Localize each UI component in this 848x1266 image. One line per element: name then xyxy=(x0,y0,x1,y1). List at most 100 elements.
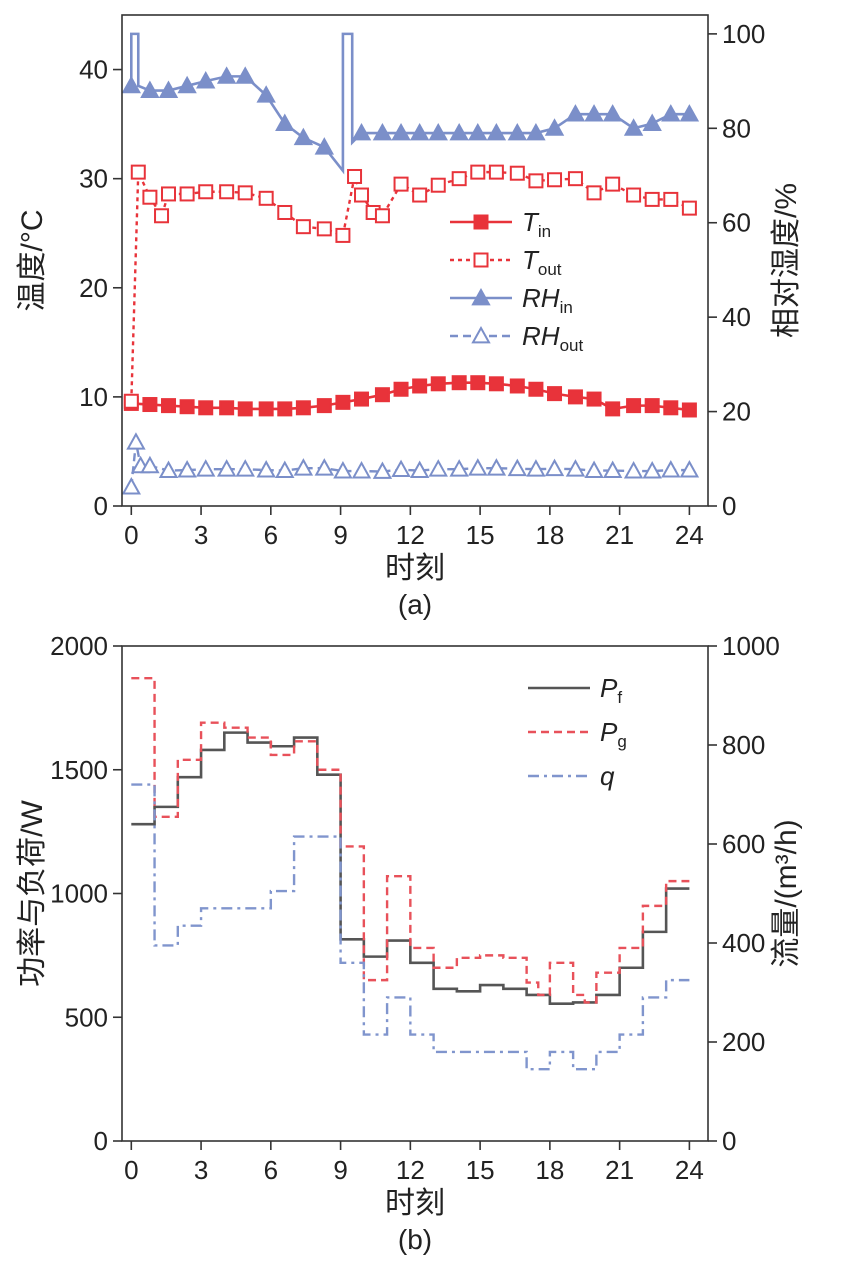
chart-1-series-1-line xyxy=(131,676,690,1004)
chart-1-legend-1-label: Pg xyxy=(600,717,627,751)
chart-0-series-1-point xyxy=(123,393,139,409)
chart-0-series-0-point xyxy=(451,375,467,391)
chart-0-legend-0-marker xyxy=(473,214,489,230)
chart-1-xtick-label: 0 xyxy=(124,1155,138,1185)
chart-0-series-1-point xyxy=(509,165,525,181)
chart-0-series-3-point xyxy=(661,460,681,478)
chart-0-series-3-point xyxy=(544,458,565,477)
chart-0-legend-0-label: Tin xyxy=(522,207,551,241)
chart-1-series-2-line xyxy=(131,783,690,1071)
chart-0-series-3-point xyxy=(391,459,411,478)
chart-0-series-1-point xyxy=(393,176,409,192)
chart-0-series-0-point xyxy=(681,402,697,418)
chart-0-xtick-label: 3 xyxy=(194,520,208,550)
chart-0-series-2-point xyxy=(140,80,160,98)
chart-0-series-1-point xyxy=(354,187,370,203)
chart-0-series-1-point xyxy=(586,185,602,201)
chart-0-series-1-point xyxy=(412,187,428,203)
chart-1-ytick-label: 1500 xyxy=(50,755,108,785)
chart-1-xtick-label: 6 xyxy=(264,1155,278,1185)
chart-0-series-2-point xyxy=(216,66,237,84)
chart-0-legend-3-label: RHout xyxy=(522,321,583,355)
chart-0-series-0-point xyxy=(354,391,370,407)
chart-0-series-0-point xyxy=(258,401,274,417)
chart-0-series-1-point xyxy=(430,177,446,193)
chart-0-series-2-point xyxy=(679,104,700,122)
chart-0-series-1-point xyxy=(681,200,697,216)
chart-0-series-2-point xyxy=(409,122,430,141)
chart-1-y2tick-label: 400 xyxy=(722,928,765,958)
chart-0-series-1-point xyxy=(130,164,146,180)
chart-0-legend-1-marker xyxy=(473,252,489,268)
chart-0-series-2-point xyxy=(314,137,335,155)
chart-0-series-3-point xyxy=(140,455,160,474)
chart-0-series-3-point xyxy=(314,458,335,476)
chart-0-series-2-point xyxy=(526,122,546,141)
chart-0-series-3-point xyxy=(507,458,528,477)
chart-0-series-3-point xyxy=(449,459,469,477)
chart-0-series-2-point xyxy=(642,113,662,131)
chart-0-series-3-point xyxy=(351,461,372,479)
chart-0-y2tick-label: 0 xyxy=(722,491,736,521)
chart-0-series-2-point xyxy=(486,122,507,141)
chart-1-y2label: 流量/(m³/h) xyxy=(770,819,803,967)
chart-0-ylabel: 温度/°C xyxy=(16,210,49,312)
chart-1-y2tick-label: 200 xyxy=(722,1027,765,1057)
chart-0-series-0-point xyxy=(626,398,642,414)
chart-0-series-1-point xyxy=(219,184,235,200)
chart-0-xtick-label: 12 xyxy=(396,520,425,550)
chart-1-ytick-label: 500 xyxy=(65,1002,108,1032)
chart-0-y2tick-label: 40 xyxy=(722,302,751,332)
chart-0-series-0-point xyxy=(198,400,214,416)
chart-0-series-3-point xyxy=(196,459,216,477)
chart-0-series-1-point xyxy=(142,189,158,205)
chart-0-series-3-point xyxy=(293,458,314,476)
chart-0-series-2-point xyxy=(584,104,604,122)
chart-0-series-1-point xyxy=(528,173,544,189)
chart-0-series-1-point xyxy=(470,164,486,180)
chart-0-ytick-label: 40 xyxy=(79,55,108,85)
chart-0-series-2-point xyxy=(602,104,623,122)
chart-b-power-flow: 0 3 6 9 12 15 18 21 24 0 500 1000 1500 2000 0 200 400 600… xyxy=(16,631,803,1255)
chart-0-series-2-point xyxy=(293,127,314,146)
chart-0-series-2-point xyxy=(661,104,681,122)
chart-0-series-2-point xyxy=(351,122,372,141)
chart-0-y2tick-label: 60 xyxy=(722,208,751,238)
chart-1-ytick-label: 2000 xyxy=(50,631,108,661)
chart-0-series-3-point xyxy=(409,460,430,478)
chart-0-series-3-point xyxy=(177,460,197,478)
chart-0-series-3-point xyxy=(372,461,393,479)
chart-0-ytick-label: 20 xyxy=(79,273,108,303)
chart-0-series-1-point xyxy=(277,204,293,220)
chart-0-series-1-point xyxy=(605,176,621,192)
chart-0-series-3-point xyxy=(126,432,146,450)
chart-0-series-0-point xyxy=(219,400,235,416)
chart-0-series-0-point xyxy=(567,389,583,405)
chart-1-xtick-label: 3 xyxy=(194,1155,208,1185)
chart-0-series-0-point xyxy=(430,376,446,392)
chart-0-series-1-point xyxy=(567,171,583,187)
chart-0-series-0-point xyxy=(488,376,504,392)
chart-0-caption: (a) xyxy=(398,589,432,620)
chart-0-xtick-label: 21 xyxy=(605,520,634,550)
chart-0-ytick-label: 30 xyxy=(79,164,108,194)
chart-0-series-0-point xyxy=(316,398,332,414)
chart-1-y2tick-label: 0 xyxy=(722,1126,736,1156)
chart-0-series-1-point xyxy=(198,184,214,200)
chart-0-series-3-point xyxy=(158,460,179,478)
chart-0-series-0-point xyxy=(528,381,544,397)
chart-0-series-2-point xyxy=(177,75,197,94)
chart-0-ytick-label: 10 xyxy=(79,382,108,412)
chart-0-xlabel: 时刻 xyxy=(385,552,445,585)
chart-0-series-3-point xyxy=(468,458,488,476)
chart-0-xtick-label: 0 xyxy=(124,520,138,550)
chart-0-series-1-point xyxy=(644,191,660,207)
chart-0-xtick-label: 6 xyxy=(264,520,278,550)
chart-0-y2tick-label: 20 xyxy=(722,397,751,427)
chart-0-series-3-point xyxy=(275,460,295,478)
chart-1-y2tick-label: 1000 xyxy=(722,631,780,661)
chart-0-series-0-point xyxy=(277,401,293,417)
chart-1-xtick-label: 21 xyxy=(605,1155,634,1185)
chart-0-series-0-point xyxy=(179,399,195,415)
